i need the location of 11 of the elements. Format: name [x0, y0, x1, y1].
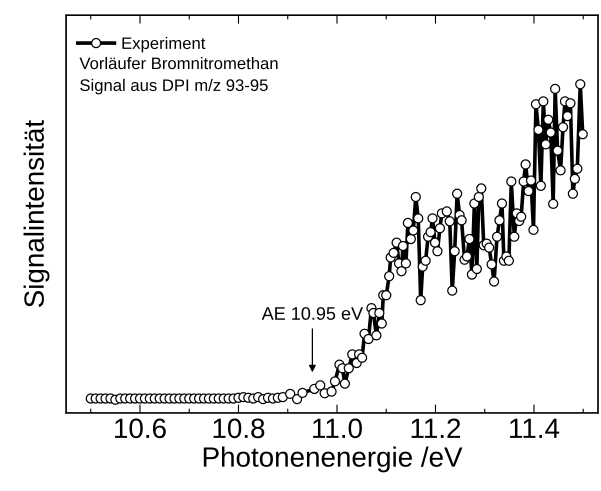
annotation: AE 10.95 eV	[262, 307, 363, 320]
x-tick-label: 11.2	[412, 418, 460, 438]
x-axis-title: Photonenenergie /eV	[204, 446, 462, 472]
x-tick-label: 10.8	[214, 418, 264, 438]
annotation: Signal aus DPI m/z 93-95	[80, 78, 268, 94]
x-tick-label: 11.0	[313, 418, 362, 438]
y-axis-title: Signalintensität	[24, 120, 50, 308]
legend-label: Experiment	[122, 36, 206, 52]
text: Vorläufer Bromnitromethan	[79, 56, 278, 70]
x-tick-label: 10.6	[115, 418, 166, 438]
x-tick-label: 11.4	[510, 418, 560, 438]
